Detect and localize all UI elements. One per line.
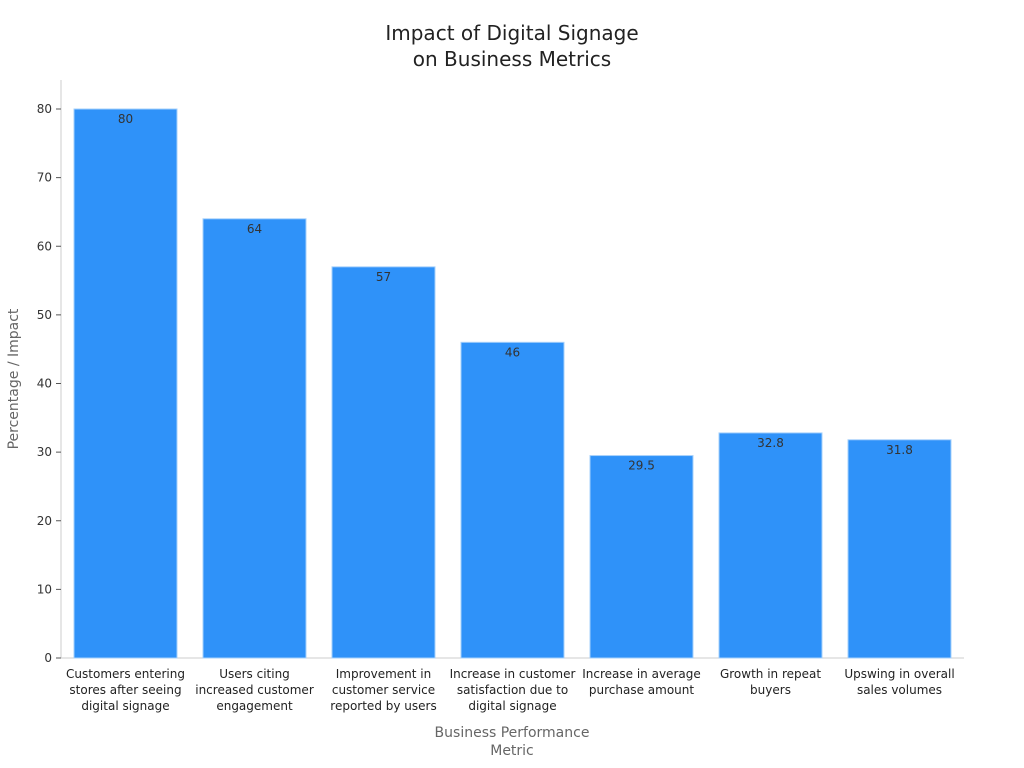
- bar: [847, 439, 952, 659]
- y-axis-label: Percentage / Impact: [6, 308, 22, 449]
- bar-value-label: 29.5: [628, 459, 655, 473]
- bar-value-label: 31.8: [886, 443, 913, 457]
- chart-axes: 0 10 20 30 40 50 60 70 80 Percentage / Impact Busi…: [6, 80, 964, 759]
- bar: [202, 218, 307, 659]
- x-tick-label: purchase amount: [589, 683, 694, 697]
- x-tick-label: Users citing: [219, 667, 290, 681]
- y-tick-label: 10: [37, 582, 52, 596]
- bar: [331, 266, 436, 659]
- bar-value-label: 80: [118, 112, 133, 126]
- y-tick-label: 40: [37, 377, 52, 391]
- chart-labels: 80 Customers entering stores after seeing d…: [66, 112, 955, 713]
- chart-bars: [73, 108, 952, 659]
- x-tick-label: Growth in repeat: [720, 667, 821, 681]
- x-axis-label-line: Business Performance: [435, 725, 590, 741]
- y-tick-label: 0: [44, 651, 52, 665]
- x-tick-label: buyers: [750, 683, 791, 697]
- y-tick-label: 70: [37, 171, 52, 185]
- x-tick-label: Increase in customer: [450, 667, 576, 681]
- bar: [718, 432, 823, 659]
- bar-value-label: 32.8: [757, 436, 784, 450]
- x-tick-label: Upswing in overall: [844, 667, 954, 681]
- bar-value-label: 57: [376, 270, 391, 284]
- x-tick-label: reported by users: [330, 699, 436, 713]
- y-tick-label: 30: [37, 445, 52, 459]
- x-tick-label: satisfaction due to: [457, 683, 568, 697]
- chart-title-line: Impact of Digital Signage: [385, 21, 638, 45]
- bar: [460, 341, 565, 659]
- y-tick-label: 80: [37, 102, 52, 116]
- y-tick-label: 20: [37, 514, 52, 528]
- x-tick-label: engagement: [216, 699, 293, 713]
- bar-value-label: 46: [505, 345, 520, 359]
- y-tick-label: 60: [37, 239, 52, 253]
- bar-value-label: 64: [247, 222, 262, 236]
- x-tick-label: Customers entering: [66, 667, 185, 681]
- y-tick-label: 50: [37, 308, 52, 322]
- x-axis-label-line: Metric: [490, 743, 534, 759]
- x-tick-label: sales volumes: [857, 683, 942, 697]
- x-tick-label: Improvement in: [336, 667, 431, 681]
- x-tick-label: Increase in average: [582, 667, 700, 681]
- chart-title-line: on Business Metrics: [413, 47, 611, 71]
- x-tick-label: digital signage: [81, 699, 169, 713]
- bar: [73, 108, 178, 659]
- bar: [589, 455, 694, 659]
- x-tick-label: increased customer: [195, 683, 314, 697]
- x-tick-label: digital signage: [468, 699, 556, 713]
- x-tick-label: customer service: [332, 683, 435, 697]
- x-tick-label: stores after seeing: [69, 683, 181, 697]
